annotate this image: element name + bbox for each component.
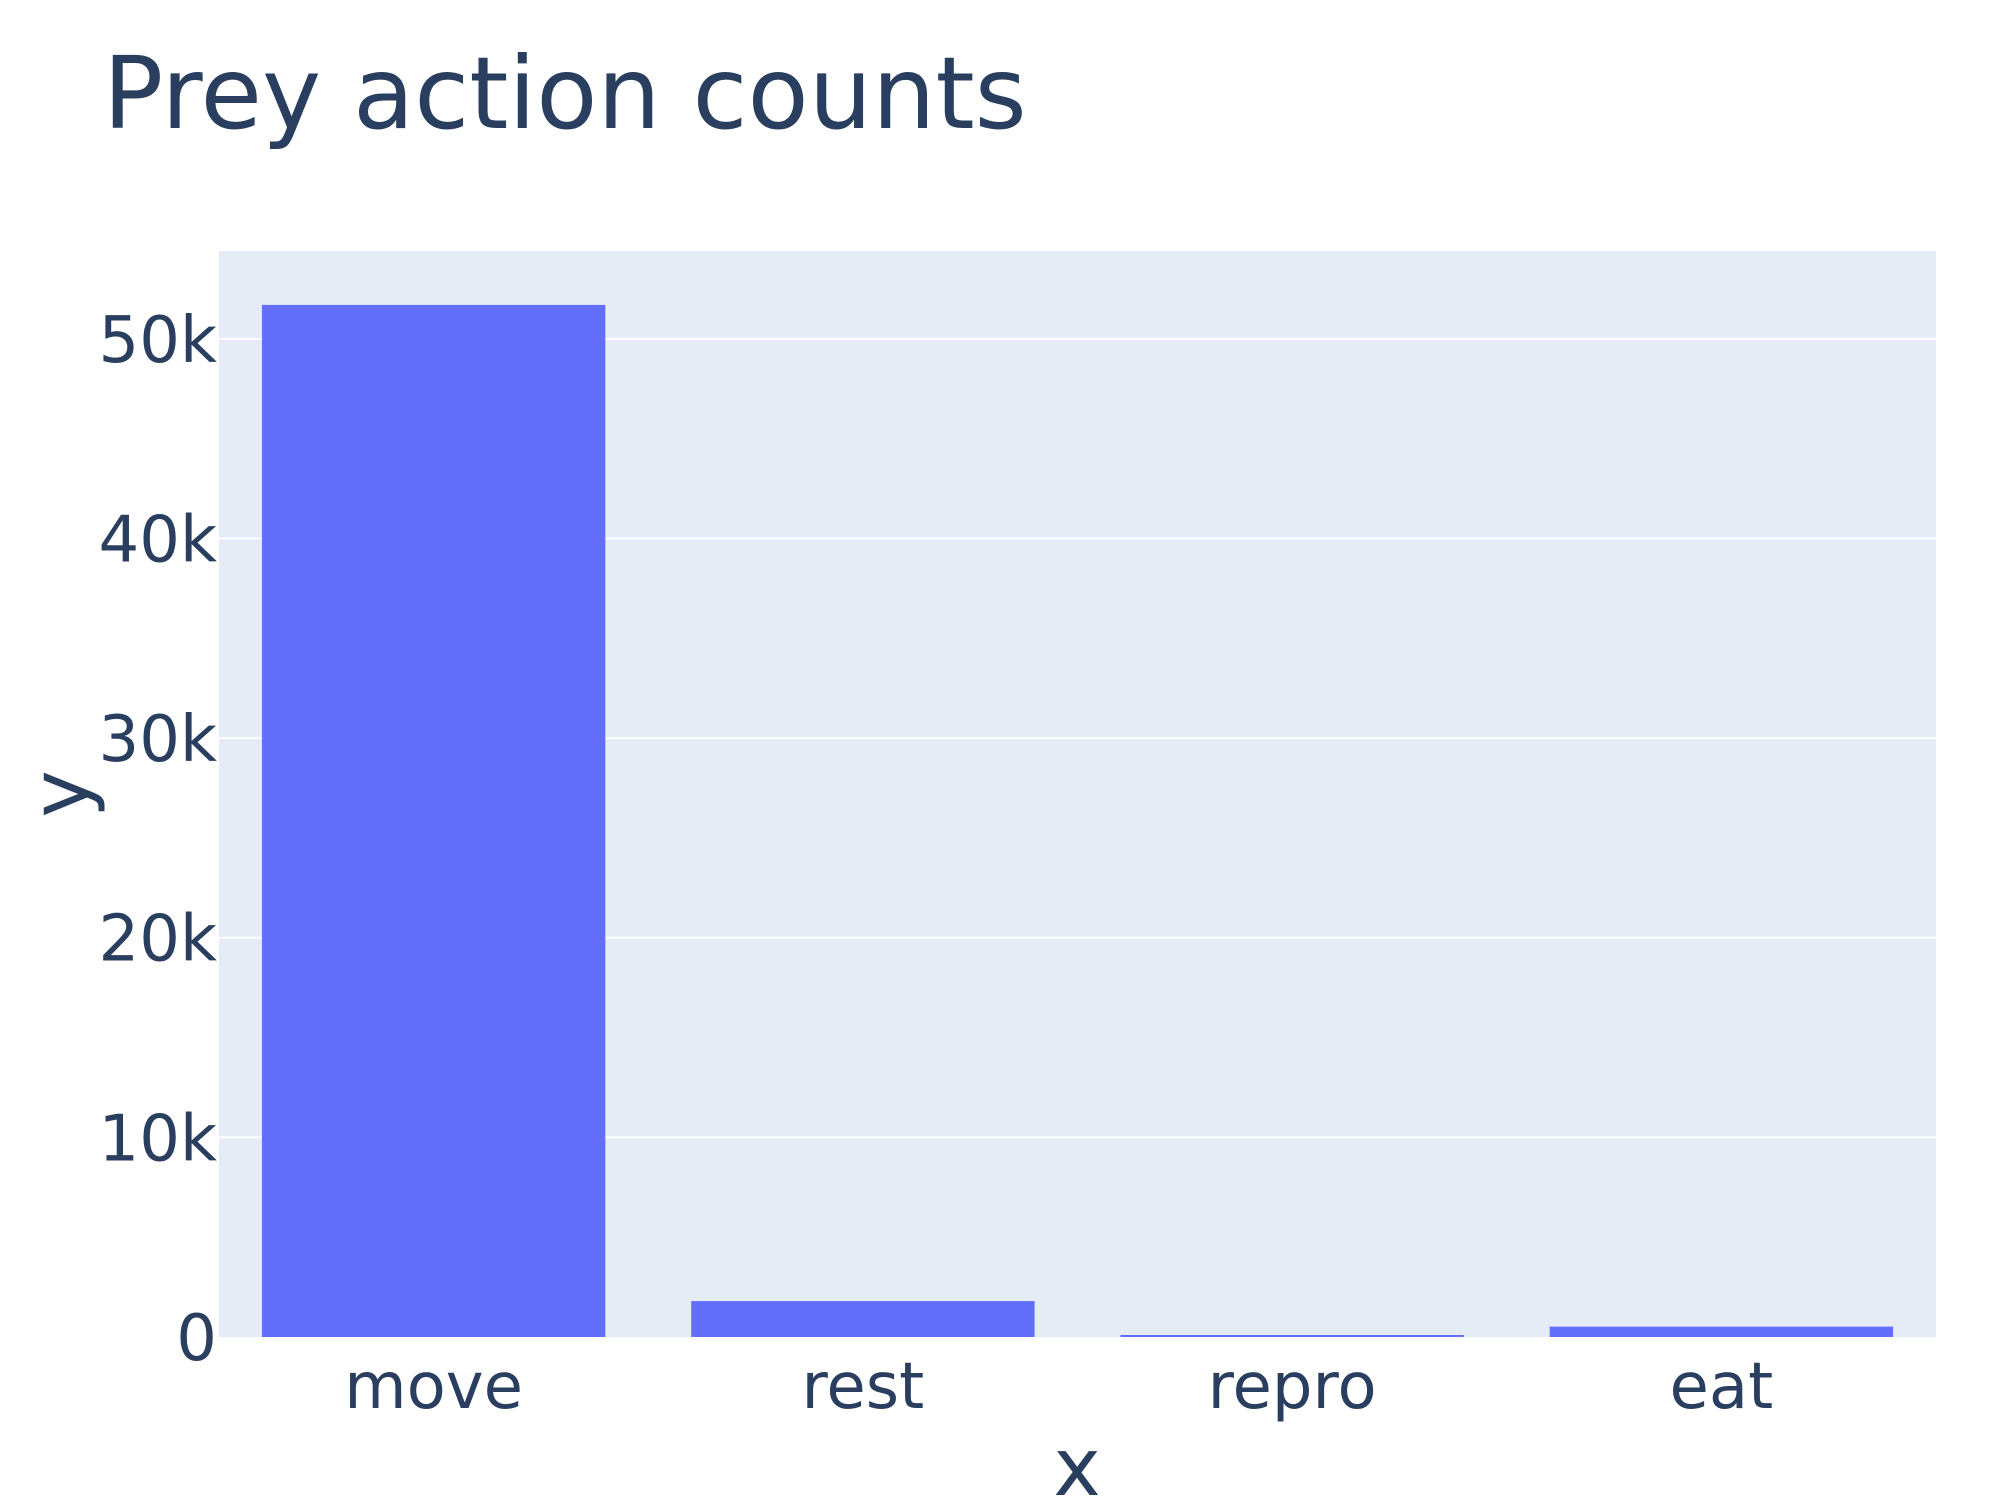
bar-repro bbox=[1120, 1335, 1464, 1337]
y-axis-title: y bbox=[14, 770, 107, 817]
y-tick-label: 50k bbox=[99, 304, 218, 378]
bar-move bbox=[261, 304, 606, 1337]
y-axis-ticks: 0 10k 20k 30k 40k 50k bbox=[99, 304, 218, 1376]
x-axis-ticks: move rest repro eat bbox=[344, 1350, 1773, 1424]
bars bbox=[261, 304, 1894, 1337]
y-tick-label: 30k bbox=[99, 703, 218, 777]
x-tick-label: eat bbox=[1670, 1350, 1774, 1424]
x-tick-label: rest bbox=[802, 1350, 925, 1424]
x-tick-label: move bbox=[344, 1350, 523, 1424]
y-tick-label: 0 bbox=[176, 1302, 217, 1376]
y-tick-label: 10k bbox=[99, 1102, 218, 1176]
y-tick-label: 20k bbox=[99, 903, 218, 977]
x-tick-label: repro bbox=[1208, 1350, 1377, 1424]
chart-title: Prey action counts bbox=[103, 35, 1027, 152]
bar-rest bbox=[691, 1301, 1035, 1337]
bar-eat bbox=[1549, 1326, 1894, 1337]
y-tick-label: 40k bbox=[99, 503, 218, 577]
x-axis-title: x bbox=[1053, 1421, 1100, 1500]
